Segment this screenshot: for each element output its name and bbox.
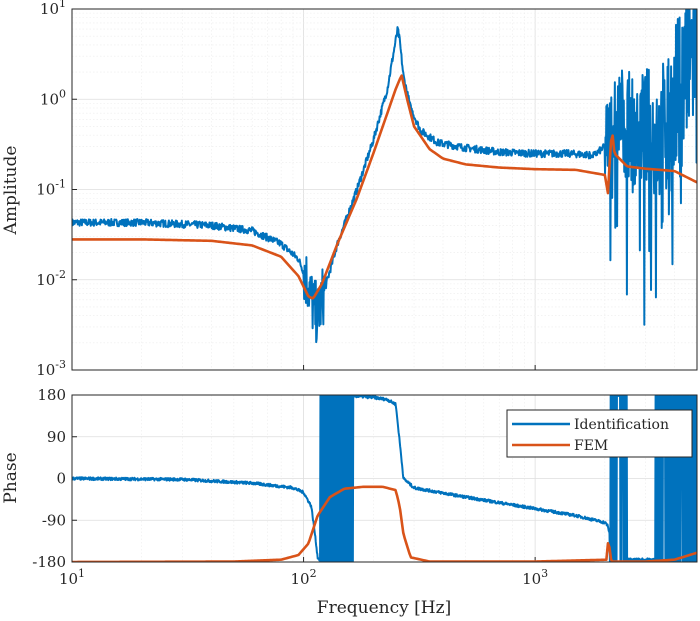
amplitude-y-tick-label: 10-1 [36, 178, 66, 199]
amplitude-plot: 10-3 10-2 10-1 100 101 [36, 0, 698, 379]
phase-series-identification-line [72, 395, 697, 562]
legend-label-identification: Identification [574, 417, 669, 433]
amplitude-y-tick-label: 101 [40, 0, 66, 18]
frequency-axis-label: Frequency [Hz] [317, 598, 451, 618]
frequency-x-tick-label: 103 [522, 567, 548, 588]
phase-y-tick-label: 180 [37, 386, 66, 404]
frequency-x-tick-label: 101 [59, 567, 85, 588]
phase-y-tick-label: 90 [47, 428, 66, 446]
phase-axis-label: Phase [1, 452, 21, 503]
phase-y-tick-label: -90 [42, 511, 66, 529]
amplitude-series-fem-line [72, 74, 697, 300]
amplitude-y-tick-label: 100 [40, 87, 66, 108]
frequency-x-tick-label: 102 [291, 567, 317, 588]
legend: Identification FEM [506, 409, 693, 458]
amplitude-plot-frame [71, 8, 698, 371]
amplitude-series-identification-line [72, 9, 697, 344]
phase-plot: -180 -90 0 90 180 101 102 103 Identification FEM [32, 386, 698, 588]
amplitude-y-tick-label: 10-2 [36, 268, 66, 289]
phase-plot-frame [71, 394, 698, 563]
phase-y-tick-label: 0 [56, 470, 66, 488]
legend-box [506, 409, 693, 458]
legend-label-fem: FEM [574, 438, 608, 454]
amplitude-y-tick-label: 10-3 [36, 358, 66, 379]
amplitude-axis-label: Amplitude [1, 146, 21, 236]
phase-y-tick-label: -180 [32, 553, 66, 571]
